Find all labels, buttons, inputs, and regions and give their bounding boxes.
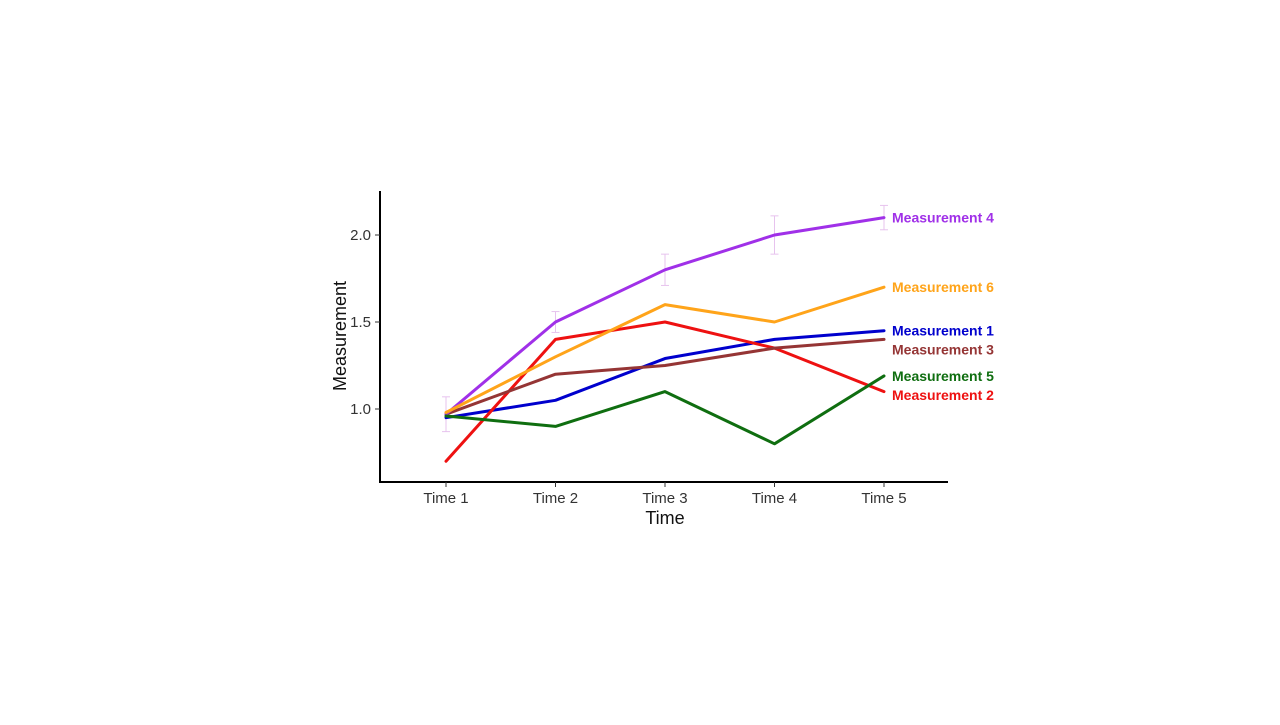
series-line-measurement-3 <box>444 337 886 416</box>
series-label-measurement-6: Measurement 6 <box>892 279 994 295</box>
series-line-measurement-6 <box>444 285 886 414</box>
x-axis-title: Time <box>645 508 684 528</box>
series-label-measurement-2: Measurement 2 <box>892 387 994 403</box>
series-label-measurement-1: Measurement 1 <box>892 323 994 339</box>
series-label-measurement-4: Measurement 4 <box>892 210 994 226</box>
x-tick-label: Time 1 <box>423 490 468 507</box>
series-line-measurement-4 <box>444 216 886 416</box>
series-label-measurement-3: Measurement 3 <box>892 342 994 358</box>
y-tick-label: 1.5 <box>350 314 371 331</box>
x-tick-label: Time 3 <box>642 490 687 507</box>
axes <box>379 191 948 483</box>
series-line-measurement-2 <box>444 320 886 463</box>
y-axis-title: Measurement <box>330 281 350 391</box>
series-labels: Measurement 1 Measurement 2 Measurement 3 M… <box>892 210 994 403</box>
y-tick-label: 1.0 <box>350 401 371 418</box>
y-tick-label: 2.0 <box>350 227 371 244</box>
x-tick-label: Time 5 <box>861 490 906 507</box>
series-line-measurement-5 <box>444 374 886 446</box>
x-tick-label: Time 4 <box>752 490 797 507</box>
series-lines <box>444 216 886 463</box>
series-line-measurement-1 <box>444 329 886 420</box>
x-tick-label: Time 2 <box>533 490 578 507</box>
series-label-measurement-5: Measurement 5 <box>892 368 994 384</box>
ticks: 1.0 1.5 2.0 Time 1 Time 2 Time 3 Time 4 Time 5 <box>350 227 907 507</box>
error-bars <box>442 204 888 433</box>
